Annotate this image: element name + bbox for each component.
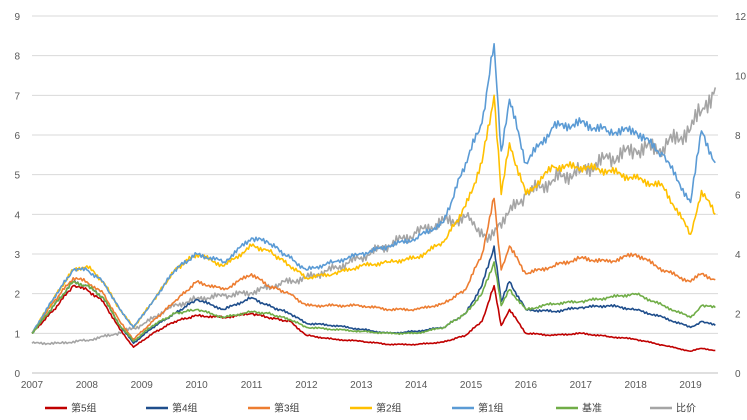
y-tick-label: 7 — [14, 91, 20, 102]
y2-tick-label: 4 — [735, 250, 741, 261]
series-line-6 — [31, 87, 717, 346]
y2-axis-ticks: 0 2 4 6 8 10 12 — [735, 12, 747, 380]
x-axis-ticks: 2007 2008 2009 2010 2011 2012 2013 2014 2015 2016… — [21, 380, 702, 391]
series-line-1 — [31, 245, 716, 345]
x-tick-label: 2016 — [515, 380, 538, 391]
legend-label: 第5组 — [71, 402, 97, 415]
y-tick-label: 5 — [14, 171, 20, 182]
y-tick-label: 4 — [14, 210, 20, 221]
y-tick-label: 2 — [14, 290, 20, 301]
legend-label: 比价 — [676, 403, 696, 415]
x-tick-label: 2011 — [241, 380, 263, 391]
y2-tick-label: 2 — [735, 310, 741, 321]
y-tick-label: 0 — [14, 369, 20, 380]
series-line-5 — [31, 261, 716, 343]
x-tick-label: 2017 — [570, 380, 593, 391]
y2-tick-label: 0 — [735, 369, 741, 380]
x-tick-label: 2019 — [679, 380, 702, 391]
y2-tick-label: 10 — [735, 72, 747, 83]
x-tick-label: 2008 — [76, 380, 99, 391]
y-tick-label: 9 — [14, 12, 20, 23]
series-line-2 — [31, 197, 716, 341]
y-tick-label: 6 — [14, 131, 20, 142]
x-tick-label: 2007 — [21, 380, 44, 391]
x-tick-label: 2009 — [131, 380, 154, 391]
y2-tick-label: 6 — [735, 191, 741, 202]
series-lines — [31, 42, 717, 353]
legend-label: 第3组 — [274, 402, 300, 415]
x-tick-label: 2015 — [460, 380, 483, 391]
y-axis-ticks: 0 1 2 3 4 5 6 7 8 9 — [14, 12, 20, 380]
legend-label: 基准 — [582, 402, 602, 415]
legend-label: 第4组 — [172, 402, 198, 415]
x-tick-label: 2013 — [350, 380, 373, 391]
legend-label: 第2组 — [376, 402, 402, 415]
x-tick-label: 2014 — [405, 380, 428, 391]
legend: 第5组 第4组 第3组 第2组 第1组 基准 比价 — [45, 402, 696, 415]
y2-tick-label: 8 — [735, 131, 741, 142]
series-line-4 — [31, 42, 716, 334]
x-tick-label: 2012 — [295, 380, 318, 391]
series-line-0 — [31, 284, 716, 353]
y-tick-label: 8 — [14, 52, 20, 63]
gridlines — [32, 15, 718, 334]
y2-tick-label: 12 — [735, 12, 747, 23]
legend-label: 第1组 — [478, 402, 504, 415]
y-tick-label: 1 — [14, 329, 20, 340]
x-tick-label: 2018 — [625, 380, 648, 391]
x-tick-label: 2010 — [186, 380, 209, 391]
y-tick-label: 3 — [14, 250, 20, 261]
